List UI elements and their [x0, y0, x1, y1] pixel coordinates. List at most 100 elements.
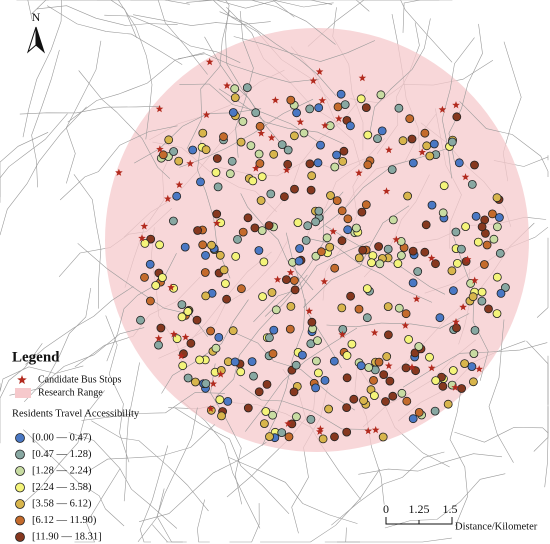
- residence-point: [431, 376, 441, 386]
- residence-point: [283, 159, 293, 169]
- residence-point: [388, 215, 398, 225]
- residence-point: [322, 233, 332, 243]
- residence-point: [198, 128, 208, 138]
- scale-label: 1.5: [443, 502, 458, 516]
- road: [62, 0, 190, 5]
- residence-point: [330, 432, 339, 442]
- legend-swatch: [15, 515, 25, 526]
- residence-point: [284, 432, 294, 442]
- residence-point: [177, 300, 187, 310]
- residence-point: [201, 250, 210, 260]
- road: [186, 0, 334, 9]
- residence-point: [467, 362, 477, 372]
- residence-point: [257, 226, 267, 236]
- residence-point: [337, 206, 347, 216]
- residence-point: [343, 225, 353, 235]
- bus-stop: [475, 365, 483, 373]
- residence-point: [345, 121, 355, 131]
- bus-stop: [267, 133, 276, 141]
- residence-point: [356, 94, 366, 104]
- bus-stop: [427, 254, 436, 262]
- road: [441, 37, 475, 179]
- residence-point: [430, 406, 440, 416]
- residence-point: [212, 154, 222, 163]
- bus-stop: [170, 330, 178, 338]
- residence-point: [342, 351, 352, 360]
- residence-point: [477, 222, 487, 232]
- residence-point: [469, 349, 479, 359]
- road: [137, 407, 198, 542]
- residence-point: [183, 373, 193, 383]
- road: [0, 106, 87, 236]
- residence-point: [311, 356, 321, 366]
- residence-point: [289, 387, 299, 397]
- bus-stop: [382, 187, 391, 195]
- legend-class-label: [11.90 — 18.31]: [32, 531, 102, 542]
- residence-point: [492, 309, 502, 319]
- bus-stop: [335, 114, 343, 122]
- road: [0, 365, 84, 392]
- residence-point: [247, 357, 257, 367]
- road: [384, 473, 506, 529]
- bus-stop: [271, 96, 280, 104]
- road: [81, 391, 225, 421]
- residence-point: [373, 134, 382, 144]
- bus-stop: [305, 307, 313, 315]
- residence-point: [374, 357, 384, 367]
- residence-point: [408, 246, 418, 256]
- road: [105, 315, 130, 463]
- residence-point: [223, 396, 233, 406]
- residence-point: [363, 160, 373, 170]
- residence-point: [363, 130, 373, 140]
- residence-point: [383, 302, 393, 312]
- bus-stop: [459, 303, 467, 311]
- bus-stop: [202, 110, 211, 119]
- road: [402, 0, 440, 33]
- residence-point: [439, 181, 449, 191]
- residence-point: [206, 326, 216, 336]
- residence-point: [311, 383, 321, 393]
- residence-point: [246, 141, 256, 151]
- residence-point: [425, 151, 435, 161]
- bus-stop: [175, 180, 184, 189]
- bus-stop: [463, 255, 472, 263]
- road: [177, 53, 320, 83]
- road: [31, 0, 113, 15]
- road: [526, 340, 549, 405]
- residence-point: [299, 128, 309, 138]
- bus-stop: [452, 101, 460, 109]
- bus-stop: [329, 227, 337, 235]
- residence-point: [429, 139, 439, 149]
- residence-point: [262, 379, 272, 389]
- residence-point: [211, 343, 221, 353]
- bus-stop: [177, 352, 185, 360]
- residence-point: [447, 266, 457, 276]
- road: [324, 537, 452, 543]
- road: [0, 113, 68, 203]
- road: [179, 83, 321, 144]
- residence-point: [468, 377, 478, 387]
- scale-bar: 0 1.25 1.5 Distance/Kilometer: [383, 502, 538, 533]
- road: [261, 299, 306, 446]
- residence-point: [471, 211, 481, 221]
- residence-point: [212, 209, 222, 219]
- legend-swatch: [15, 466, 25, 476]
- road: [9, 327, 145, 396]
- road: [533, 406, 549, 452]
- bus-stop: [138, 234, 146, 242]
- scale-label: 1.25: [409, 502, 430, 516]
- bus-stop: [164, 194, 172, 203]
- road: [233, 36, 376, 62]
- residence-point: [362, 313, 372, 323]
- residence-point: [387, 165, 397, 175]
- residence-point: [329, 356, 339, 366]
- north-arrow-left: [26, 26, 37, 54]
- road: [210, 363, 242, 505]
- bus-stop: [338, 330, 347, 338]
- residence-point: [306, 185, 316, 195]
- bus-stop: [461, 173, 470, 181]
- road: [74, 468, 121, 543]
- residence-point: [422, 141, 432, 151]
- road: [152, 524, 183, 543]
- bus-stop: [408, 363, 416, 371]
